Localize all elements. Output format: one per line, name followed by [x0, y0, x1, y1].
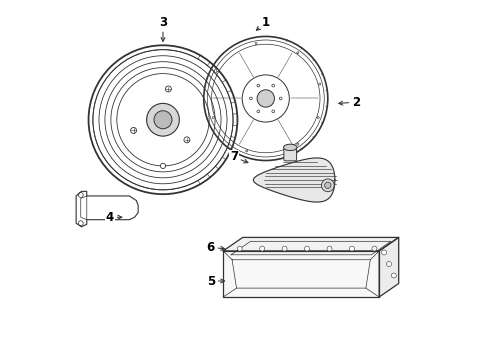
Circle shape — [165, 86, 171, 92]
Circle shape — [381, 250, 386, 255]
Circle shape — [349, 246, 354, 251]
Circle shape — [237, 246, 242, 251]
Text: 4: 4 — [105, 211, 122, 224]
Circle shape — [279, 97, 282, 100]
Circle shape — [249, 97, 252, 100]
Circle shape — [256, 110, 259, 113]
Circle shape — [130, 127, 136, 134]
Circle shape — [271, 84, 274, 87]
Text: 3: 3 — [159, 16, 167, 41]
Circle shape — [212, 117, 214, 118]
Text: 6: 6 — [206, 241, 224, 254]
Polygon shape — [253, 158, 334, 202]
Circle shape — [318, 83, 320, 85]
Circle shape — [257, 90, 274, 107]
Circle shape — [256, 84, 259, 87]
Circle shape — [255, 42, 257, 45]
Text: 5: 5 — [206, 275, 224, 288]
Text: 1: 1 — [256, 16, 269, 30]
Circle shape — [216, 69, 218, 72]
Circle shape — [154, 111, 172, 129]
Circle shape — [321, 179, 333, 192]
Circle shape — [296, 52, 298, 54]
Polygon shape — [223, 251, 378, 297]
Circle shape — [245, 150, 247, 152]
Circle shape — [160, 163, 165, 168]
Circle shape — [326, 246, 331, 251]
Circle shape — [282, 246, 286, 251]
Ellipse shape — [283, 144, 296, 150]
Circle shape — [304, 246, 309, 251]
Circle shape — [296, 143, 298, 145]
Circle shape — [390, 273, 395, 278]
Circle shape — [183, 137, 189, 143]
Circle shape — [324, 182, 330, 189]
Polygon shape — [378, 238, 398, 297]
Circle shape — [317, 117, 319, 118]
Circle shape — [371, 246, 376, 251]
Text: 2: 2 — [338, 95, 360, 108]
FancyBboxPatch shape — [283, 148, 296, 161]
Circle shape — [259, 246, 264, 251]
Circle shape — [386, 261, 390, 266]
Text: 7: 7 — [229, 150, 247, 163]
Polygon shape — [223, 238, 398, 251]
Circle shape — [271, 110, 274, 113]
Circle shape — [146, 103, 179, 136]
